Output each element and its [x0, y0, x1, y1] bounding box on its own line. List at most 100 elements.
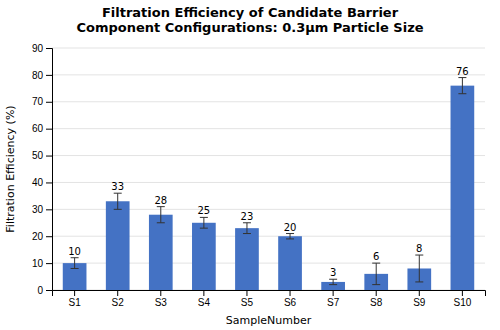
tick-label: 40	[32, 177, 44, 188]
data-label: 28	[154, 195, 167, 206]
data-label: 8	[416, 243, 422, 254]
tick-label: S3	[155, 297, 168, 308]
tick-mark	[46, 182, 52, 183]
tick-label: 0	[37, 285, 43, 296]
bar	[149, 215, 173, 290]
tick: S8	[370, 290, 383, 308]
data-label: 3	[330, 267, 336, 278]
tick-label: S1	[69, 297, 82, 308]
tick: 20	[32, 231, 52, 242]
tick-mark	[246, 290, 247, 296]
tick: 50	[32, 150, 52, 161]
tick-mark	[419, 290, 420, 296]
tick: S2	[112, 290, 125, 308]
tick: S4	[198, 290, 211, 308]
tick: S6	[284, 290, 297, 308]
x-axis: S1 S2 S3 S4 S5 S6 S7 S8 S9 S10	[53, 290, 486, 308]
grid	[52, 48, 485, 290]
y-axis: 0 10 20 30 40 50 60 70 80 90	[32, 43, 53, 296]
data-label: 25	[198, 205, 211, 216]
error-bar	[372, 263, 380, 285]
marks	[63, 78, 474, 290]
grid-line	[52, 74, 485, 75]
tick-mark	[46, 75, 52, 76]
tick-mark	[117, 290, 118, 296]
error-bar	[200, 217, 208, 228]
tick: 70	[32, 96, 52, 107]
tick: 30	[32, 204, 52, 215]
tick: 90	[32, 43, 52, 54]
bar	[235, 228, 259, 290]
tick: S5	[241, 290, 254, 308]
tick: S1	[69, 290, 82, 308]
tick: 40	[32, 177, 52, 188]
tick-mark	[46, 290, 52, 291]
tick-mark	[290, 290, 291, 296]
tick-label: S4	[198, 297, 211, 308]
plot: 10 33 28 25 23 20 3 6 8 76 S1 S2 S3 S4 S5 S6 S7 S8 S9 S10 0 1…	[32, 43, 486, 308]
axis-line	[53, 291, 486, 297]
tick-label: S9	[413, 297, 426, 308]
tick-label: S10	[453, 297, 471, 308]
tick-mark	[46, 156, 52, 157]
data-label: 23	[241, 211, 254, 222]
data-label: 10	[68, 246, 81, 257]
tick-mark	[46, 129, 52, 130]
tick-label: 30	[32, 204, 44, 215]
data-label: 76	[456, 66, 469, 77]
y-axis-title: Filtration Efficiency (%)	[4, 105, 17, 232]
tick: S9	[413, 290, 426, 308]
error-bar	[458, 78, 466, 94]
x-axis-title: SampleNumber	[226, 314, 312, 327]
tick: 0	[37, 285, 52, 296]
error-bar	[243, 223, 251, 234]
data-label: 33	[111, 181, 124, 192]
error-bar	[329, 279, 337, 284]
error-bar	[157, 207, 165, 223]
bar	[106, 201, 130, 290]
tick: S7	[327, 290, 340, 308]
chart: Filtration Efficiency of Candidate Barri…	[0, 0, 500, 330]
tick-label: 60	[32, 123, 44, 134]
bar	[192, 223, 216, 290]
bar	[278, 236, 302, 290]
data-label: 20	[284, 222, 297, 233]
tick-mark	[46, 236, 52, 237]
error-bar	[415, 255, 423, 282]
error-bar	[286, 234, 294, 239]
title: Filtration Efficiency of Candidate Barri…	[102, 5, 399, 20]
tick: 80	[32, 70, 52, 81]
tick-label: S2	[112, 297, 125, 308]
tick-label: S5	[241, 297, 254, 308]
tick-mark	[46, 263, 52, 264]
tick-mark	[160, 290, 161, 296]
tick: S3	[155, 290, 168, 308]
tick-label: 10	[32, 258, 44, 269]
tick-label: S8	[370, 297, 383, 308]
tick-label: 90	[32, 43, 44, 54]
tick-label: S6	[284, 297, 297, 308]
tick-mark	[376, 290, 377, 296]
tick: S10	[453, 290, 471, 308]
tick-label: 70	[32, 96, 44, 107]
tick: 10	[32, 258, 52, 269]
tick-mark	[46, 102, 52, 103]
tick-label: S7	[327, 297, 340, 308]
data-labels: 10 33 28 25 23 20 3 6 8 76	[68, 66, 468, 279]
tick-mark	[333, 290, 334, 296]
axis-line	[46, 49, 53, 291]
tick: 60	[32, 123, 52, 134]
grid-line	[52, 155, 485, 156]
error-bar	[114, 193, 122, 209]
bar	[451, 86, 475, 290]
tick-label: 80	[32, 70, 44, 81]
tick-label: 50	[32, 150, 44, 161]
tick-mark	[74, 290, 75, 296]
grid-line	[52, 48, 485, 49]
tick-mark	[203, 290, 204, 296]
data-label: 6	[373, 251, 379, 262]
tick-mark	[46, 209, 52, 210]
grid-line	[52, 101, 485, 102]
tick-label: 20	[32, 231, 44, 242]
error-bar	[71, 258, 79, 269]
